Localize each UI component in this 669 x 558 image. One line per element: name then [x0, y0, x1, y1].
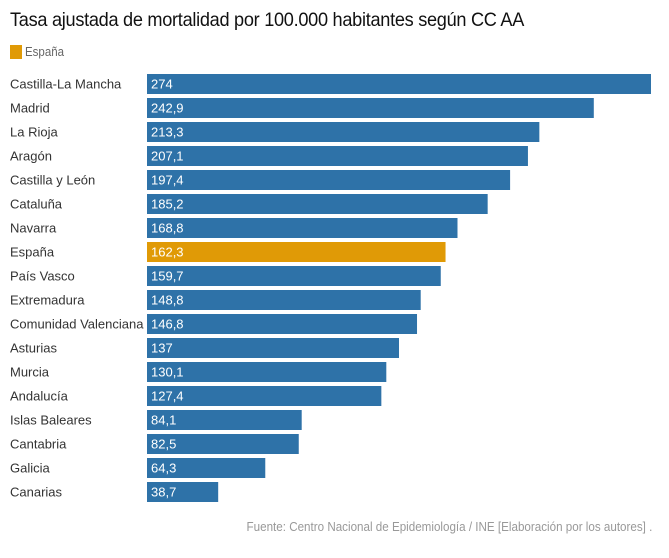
legend: España [10, 45, 67, 59]
value-label-castilla-y-leon: 197,4 [151, 173, 184, 188]
category-label-extremadura: Extremadura [10, 293, 85, 308]
category-label-comunidad-valenciana: Comunidad Valenciana [10, 317, 144, 332]
value-label-espana: 162,3 [151, 245, 184, 260]
chart-title: Tasa ajustada de mortalidad por 100.000 … [10, 9, 525, 31]
bar-extremadura [147, 290, 421, 310]
bar-cantabria [147, 434, 299, 454]
category-label-castilla-la-mancha: Castilla-La Mancha [10, 77, 122, 92]
category-label-asturias: Asturias [10, 341, 57, 356]
bar-canarias [147, 482, 219, 502]
value-label-canarias: 38,7 [151, 485, 176, 500]
value-label-cataluna: 185,2 [151, 197, 184, 212]
source-note: Fuente: Centro Nacional de Epidemiología… [246, 520, 652, 534]
category-label-espana: España [10, 245, 55, 260]
category-label-canarias: Canarias [10, 485, 63, 500]
category-label-murcia: Murcia [10, 365, 50, 380]
bar-comunidad-valenciana [147, 314, 418, 334]
bar-castilla-la-mancha [147, 74, 651, 94]
value-label-comunidad-valenciana: 146,8 [151, 317, 184, 332]
bar-murcia [147, 362, 387, 382]
bar-navarra [147, 218, 458, 238]
category-label-islas-baleares: Islas Baleares [10, 413, 92, 428]
category-label-madrid: Madrid [10, 101, 50, 116]
value-label-andalucia: 127,4 [151, 389, 184, 404]
bar-espana [147, 242, 446, 262]
category-label-aragon: Aragón [10, 149, 52, 164]
value-label-madrid: 242,9 [151, 101, 184, 116]
category-label-pais-vasco: País Vasco [10, 269, 75, 284]
value-label-aragon: 207,1 [151, 149, 184, 164]
bar-cataluna [147, 194, 488, 214]
bar-islas-baleares [147, 410, 302, 430]
legend-label-espana: España [25, 45, 65, 59]
category-label-cataluna: Cataluña [10, 197, 63, 212]
category-label-la-rioja: La Rioja [10, 125, 58, 140]
value-label-pais-vasco: 159,7 [151, 269, 184, 284]
bar-aragon [147, 146, 528, 166]
value-label-castilla-la-mancha: 274 [151, 77, 173, 92]
category-label-navarra: Navarra [10, 221, 57, 236]
bar-asturias [147, 338, 399, 358]
value-label-murcia: 130,1 [151, 365, 184, 380]
bar-la-rioja [147, 122, 540, 142]
bar-andalucia [147, 386, 382, 406]
value-label-extremadura: 148,8 [151, 293, 184, 308]
category-label-cantabria: Cantabria [10, 437, 67, 452]
value-label-navarra: 168,8 [151, 221, 184, 236]
value-label-cantabria: 82,5 [151, 437, 176, 452]
value-label-asturias: 137 [151, 341, 173, 356]
category-label-castilla-y-leon: Castilla y León [10, 173, 95, 188]
value-label-islas-baleares: 84,1 [151, 413, 176, 428]
bar-pais-vasco [147, 266, 441, 286]
bar-madrid [147, 98, 594, 118]
category-label-galicia: Galicia [10, 461, 51, 476]
value-label-la-rioja: 213,3 [151, 125, 184, 140]
bar-galicia [147, 458, 266, 478]
category-label-andalucia: Andalucía [10, 389, 69, 404]
legend-swatch-espana [10, 45, 22, 59]
bar-castilla-y-leon [147, 170, 511, 190]
value-label-galicia: 64,3 [151, 461, 176, 476]
